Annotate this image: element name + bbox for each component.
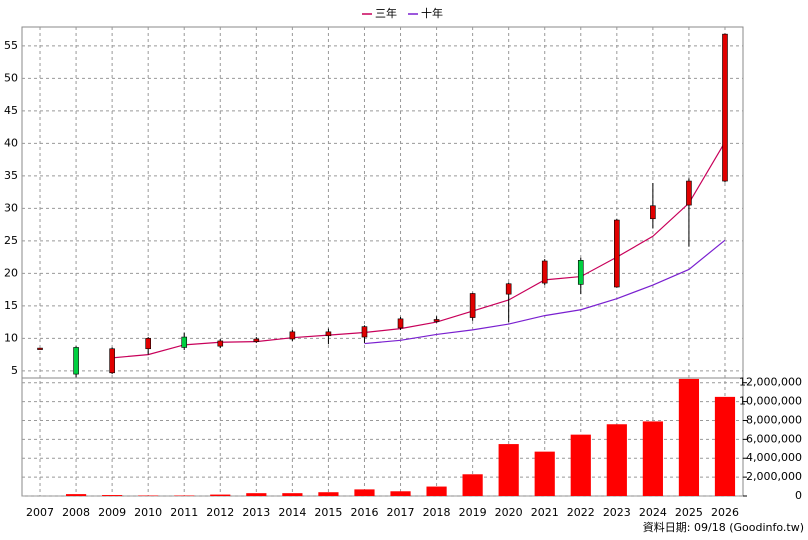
volume-bar xyxy=(678,378,700,496)
candle-body xyxy=(37,347,43,350)
candle-body xyxy=(577,260,584,285)
candle-body xyxy=(325,331,332,337)
x-tick-label: 2014 xyxy=(278,506,306,519)
candle-body xyxy=(469,293,476,318)
volume-bar xyxy=(498,444,519,496)
candle-body xyxy=(253,338,260,342)
y-tick-label: 50 xyxy=(4,71,18,84)
candle-body xyxy=(361,326,368,338)
volume-bar xyxy=(210,494,231,496)
legend-label: 三年 xyxy=(375,6,397,20)
x-tick-label: 2007 xyxy=(26,506,54,519)
y-tick-label: 5 xyxy=(11,364,18,377)
x-tick-label: 2016 xyxy=(350,506,378,519)
x-tick-label: 2010 xyxy=(134,506,162,519)
volume-bar xyxy=(354,489,375,496)
y2-tick-label: 12,000,000 xyxy=(739,376,802,389)
volume-bar xyxy=(462,474,483,496)
y2-tick-label: 4,000,000 xyxy=(746,451,802,464)
y2-tick-label: 0 xyxy=(795,489,802,502)
volume-bar xyxy=(246,493,267,496)
y2-tick-label: 2,000,000 xyxy=(746,470,802,483)
x-tick-label: 2019 xyxy=(459,506,487,519)
x-tick-label: 2009 xyxy=(98,506,126,519)
candle-body xyxy=(722,33,728,182)
y2-tick-label: 10,000,000 xyxy=(739,395,802,408)
y-tick-label: 40 xyxy=(4,136,18,149)
volume-bar xyxy=(65,494,87,496)
y-tick-label: 15 xyxy=(4,299,18,312)
x-tick-label: 2023 xyxy=(603,506,631,519)
candle-body xyxy=(614,219,620,288)
x-tick-label: 2008 xyxy=(62,506,90,519)
x-tick-label: 2012 xyxy=(206,506,234,519)
x-tick-label: 2025 xyxy=(675,506,703,519)
source-note: 資料日期: 09/18 (Goodinfo.tw) xyxy=(643,520,804,534)
candle-body xyxy=(433,319,440,322)
y-tick-label: 55 xyxy=(4,39,18,52)
volume-bar xyxy=(318,492,339,496)
ma-line xyxy=(112,141,726,359)
x-tick-label: 2015 xyxy=(314,506,342,519)
y-tick-label: 25 xyxy=(4,234,18,247)
y-tick-label: 20 xyxy=(4,266,18,279)
y-tick-label: 10 xyxy=(4,331,18,344)
x-tick-label: 2011 xyxy=(170,506,198,519)
candle-body xyxy=(397,318,404,329)
volume-bar xyxy=(642,421,663,496)
x-tick-label: 2024 xyxy=(639,506,667,519)
legend-label: 十年 xyxy=(421,6,443,20)
volume-bar xyxy=(426,486,447,496)
ma-line xyxy=(364,239,726,345)
x-tick-label: 2020 xyxy=(495,506,523,519)
volume-bar xyxy=(606,424,627,496)
volume-bar xyxy=(570,434,591,496)
x-tick-label: 2026 xyxy=(711,506,739,519)
volume-bar xyxy=(282,493,303,496)
plot-frame xyxy=(21,26,744,497)
y-tick-label: 45 xyxy=(4,104,18,117)
x-tick-label: 2018 xyxy=(423,506,451,519)
volume-bar xyxy=(534,451,555,496)
candle-body xyxy=(217,340,224,347)
y-tick-label: 30 xyxy=(4,201,18,214)
x-tick-label: 2013 xyxy=(242,506,270,519)
candle-body xyxy=(289,331,296,340)
candle-body xyxy=(73,347,79,375)
candle-body xyxy=(505,283,512,295)
x-tick-label: 2017 xyxy=(387,506,415,519)
x-tick-label: 2022 xyxy=(567,506,595,519)
volume-bar xyxy=(390,491,411,496)
y2-tick-label: 6,000,000 xyxy=(746,432,802,445)
candle-body xyxy=(541,260,548,284)
candle-body xyxy=(650,205,656,220)
y-tick-label: 35 xyxy=(4,169,18,182)
volume-bar xyxy=(102,495,123,496)
candle-body xyxy=(145,338,151,350)
x-tick-label: 2021 xyxy=(531,506,559,519)
candle-body xyxy=(181,336,188,348)
volume-bar xyxy=(714,396,736,496)
candle-body xyxy=(109,348,115,374)
candle-body xyxy=(686,180,692,206)
y2-tick-label: 8,000,000 xyxy=(746,413,802,426)
